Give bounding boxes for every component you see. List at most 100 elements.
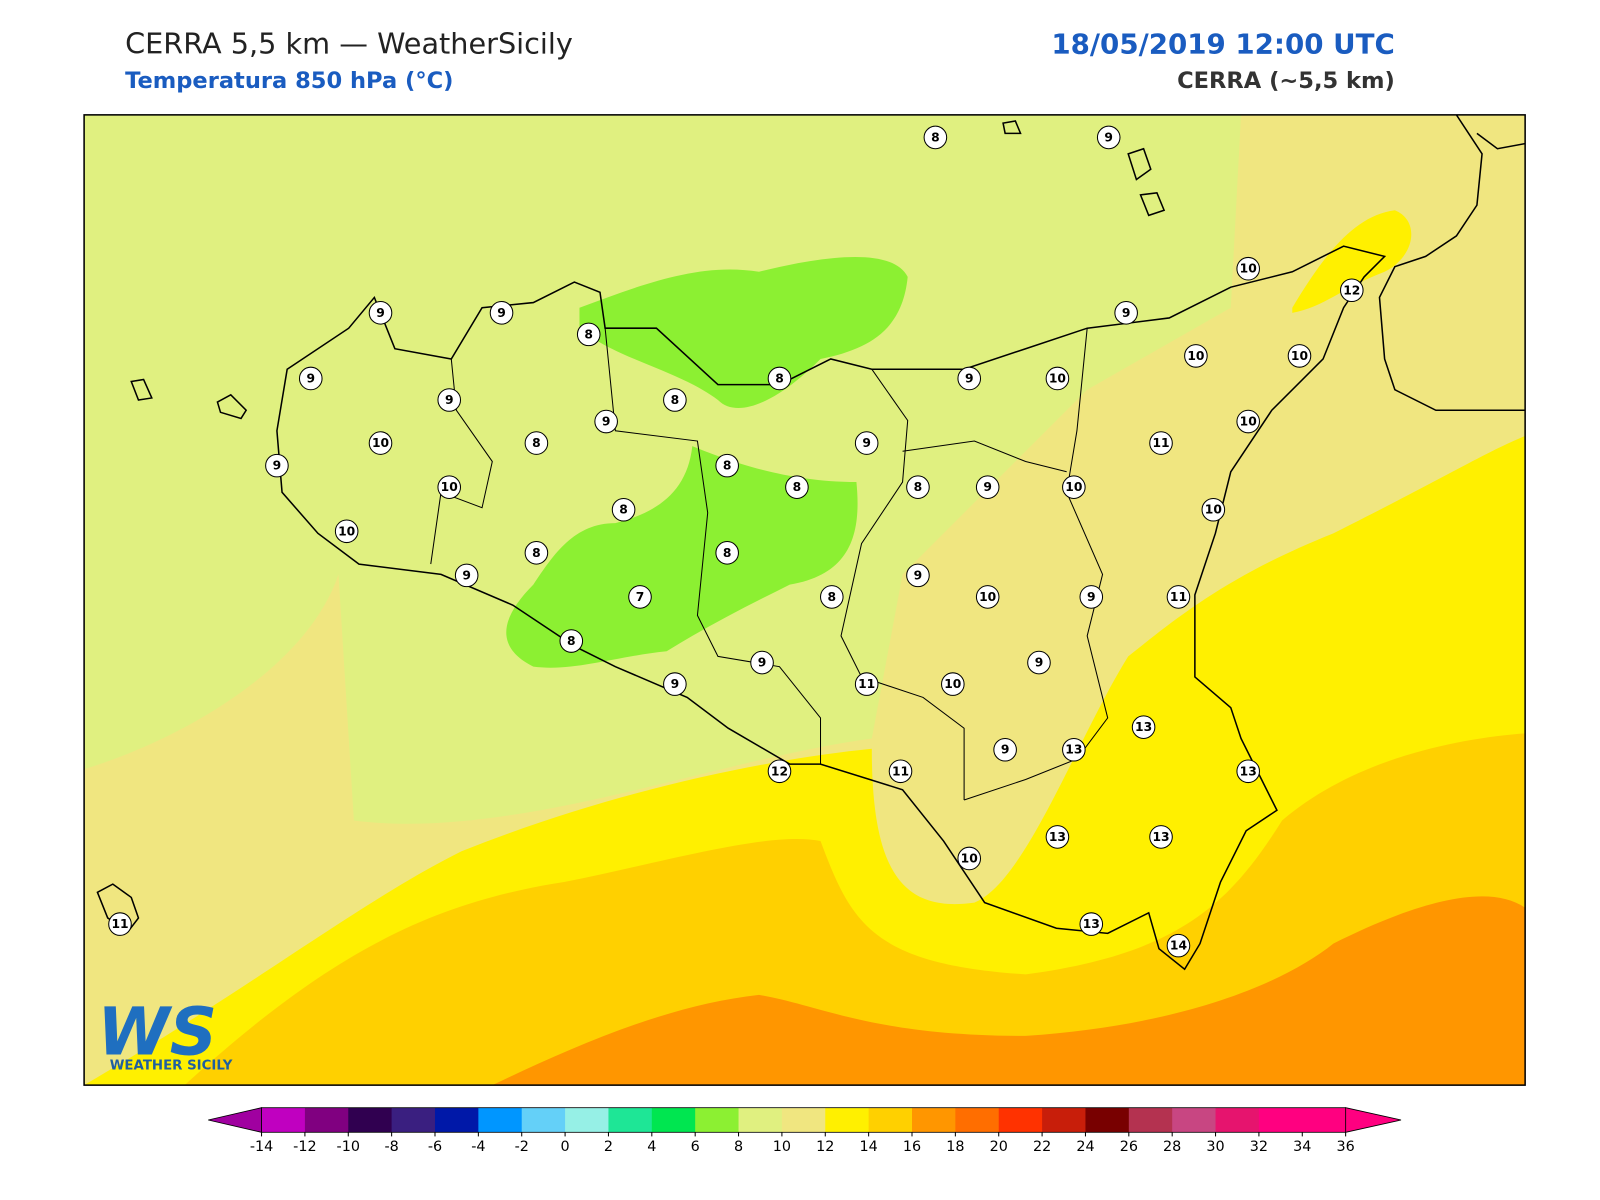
- station-value: 9: [1104, 130, 1113, 144]
- colorbar-tick-label: 30: [1206, 1139, 1224, 1155]
- station-marker: [524, 431, 549, 455]
- station-value: 8: [532, 436, 541, 450]
- station: 12: [767, 759, 792, 784]
- station-marker: [1096, 125, 1121, 150]
- station-marker: [888, 759, 913, 784]
- station-value: 10: [1240, 415, 1257, 429]
- station: 10: [1045, 366, 1070, 391]
- station: 10: [941, 672, 965, 696]
- colorbar-tick-label: 26: [1120, 1139, 1138, 1155]
- colorbar-bin: [608, 1107, 653, 1133]
- colorbar-bin: [998, 1107, 1043, 1133]
- colorbar-tick-label: -10: [337, 1139, 360, 1155]
- station: 10: [1236, 256, 1260, 281]
- station: 9: [368, 301, 393, 325]
- colorbar-bin: [1085, 1107, 1130, 1133]
- colorbar-under: [208, 1107, 262, 1133]
- colorbar-tick-label: -4: [471, 1139, 485, 1155]
- colorbar-tick-label: 22: [1033, 1139, 1051, 1155]
- station-value: 10: [338, 524, 355, 538]
- station-value: 10: [944, 677, 961, 691]
- colorbar-bin: [781, 1107, 826, 1133]
- station: 11: [888, 759, 913, 784]
- field-6-8: [579, 256, 908, 409]
- station-value: 13: [1049, 830, 1066, 844]
- station-marker: [628, 585, 652, 609]
- station-marker: [611, 497, 636, 522]
- station-value: 9: [1087, 590, 1096, 604]
- colorbar-tick-label: 4: [647, 1139, 656, 1155]
- station-value: 9: [273, 459, 282, 473]
- station-value: 9: [445, 393, 454, 407]
- station-marker: [1201, 497, 1226, 522]
- colorbar-tick-label: 36: [1337, 1139, 1355, 1155]
- station-marker: [663, 672, 687, 696]
- field-14-16: [184, 733, 1526, 1086]
- colorbar-tick-label: -12: [293, 1139, 316, 1155]
- station-value: 12: [771, 764, 788, 778]
- colorbar-tick-label: 32: [1250, 1139, 1268, 1155]
- station: 10: [1184, 344, 1208, 368]
- station-value: 9: [306, 371, 315, 385]
- colorbar-bin: [955, 1107, 1000, 1133]
- station-marker: [854, 672, 879, 696]
- station-value: 9: [1122, 306, 1131, 320]
- station-marker: [368, 301, 393, 325]
- colorbar-bin: [825, 1107, 870, 1133]
- station: 11: [854, 672, 879, 696]
- colorbar-bin: [1258, 1107, 1303, 1133]
- station-marker: [750, 650, 774, 675]
- coastline: [96, 114, 1526, 971]
- colorbar-tick-label: 6: [691, 1139, 700, 1155]
- station: 10: [437, 475, 462, 499]
- station-value: 10: [1049, 371, 1066, 385]
- station: 10: [1201, 497, 1226, 522]
- station-marker: [594, 409, 618, 434]
- station: 9: [594, 409, 618, 434]
- station-marker: [906, 475, 930, 499]
- colorbar-tick-label: 20: [990, 1139, 1008, 1155]
- colorbar-bin: [1042, 1107, 1086, 1133]
- station: 12: [1339, 278, 1364, 303]
- station: 8: [576, 322, 601, 347]
- field-16-18: [492, 896, 1526, 1086]
- station-marker: [1166, 585, 1191, 609]
- station-value: 9: [758, 656, 767, 670]
- station: 9: [454, 563, 479, 588]
- station: 8: [923, 125, 948, 150]
- colorbar-tick-label: 24: [1076, 1139, 1094, 1155]
- station: 13: [1131, 715, 1156, 739]
- colorbar-bin: [1215, 1107, 1260, 1133]
- station: 9: [663, 672, 687, 696]
- colorbar-bin: [434, 1107, 479, 1133]
- station-value: 8: [931, 130, 940, 144]
- station: 10: [1062, 475, 1086, 499]
- station-value: 9: [1001, 743, 1010, 757]
- station: 13: [1079, 912, 1104, 936]
- colorbar-tick-label: 0: [561, 1139, 570, 1155]
- colorbar-bin: [261, 1107, 306, 1133]
- station-value: 13: [1152, 830, 1169, 844]
- datetime: 18/05/2019 12:00 UTC: [1051, 27, 1394, 60]
- colorbar: -14 -12 -10 -8 -6 -4 -2 0 2 4 6 8 10 12 14 16 18 20 22 24 26…: [208, 1107, 1402, 1155]
- station: 8: [524, 541, 549, 565]
- station: 9: [975, 475, 1000, 499]
- station: 13: [1062, 737, 1086, 762]
- station: 8: [715, 453, 739, 478]
- colorbar-tick-label: 12: [816, 1139, 834, 1155]
- station: 9: [437, 388, 462, 412]
- station-marker: [1114, 301, 1138, 325]
- station-marker: [1131, 715, 1156, 739]
- station-marker: [957, 366, 982, 391]
- station-marker: [298, 366, 323, 391]
- station-marker: [767, 366, 792, 391]
- station-marker: [906, 563, 930, 588]
- station-value: 8: [567, 634, 576, 648]
- station: 9: [854, 431, 879, 455]
- station-value: 14: [1170, 939, 1187, 953]
- station-value: 11: [111, 917, 128, 931]
- station-marker: [1236, 409, 1260, 434]
- station: 11: [1166, 585, 1191, 609]
- colorbar-over: [1345, 1107, 1402, 1133]
